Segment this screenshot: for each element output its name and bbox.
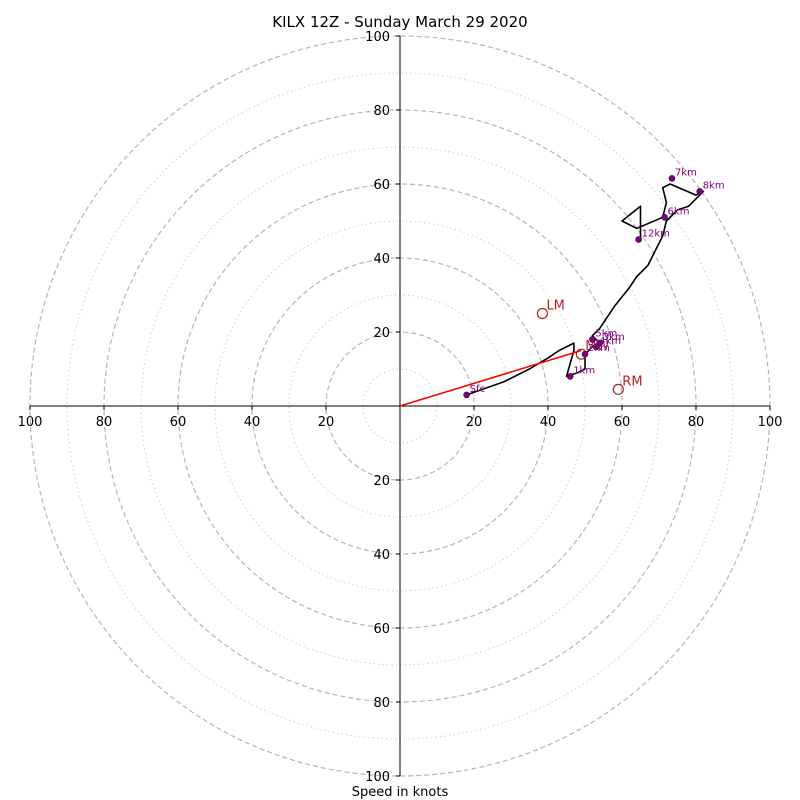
height-label-4km: 4km [599, 336, 621, 347]
height-label-sfc: Sfc [470, 384, 485, 395]
height-point-12km [635, 236, 642, 243]
y-tick-label: 40 [373, 548, 390, 563]
height-point-6km [661, 214, 668, 221]
height-label-8km: 8km [703, 180, 725, 191]
height-label-7km: 7km [675, 167, 697, 178]
chart-title: KILX 12Z - Sunday March 29 2020 [272, 13, 527, 31]
mean-wind-vector [399, 349, 582, 407]
y-tick-label: 80 [373, 104, 390, 119]
x-tick-label: 40 [244, 415, 261, 430]
y-tick-label: 40 [373, 252, 390, 267]
height-point-sfc [463, 391, 470, 399]
height-label-6km: 6km [668, 206, 690, 217]
x-tick-label: 20 [466, 415, 483, 430]
height-point-1km [566, 373, 574, 380]
height-label-1km: 1km [573, 365, 595, 376]
y-tick-label: 20 [373, 474, 390, 489]
height-label-5km: 5km [595, 328, 617, 339]
x-tick-label: 60 [170, 415, 187, 430]
y-tick-label: 20 [373, 326, 390, 341]
y-tick-label: 100 [365, 770, 390, 785]
height-label-2km: 2km [588, 343, 610, 354]
hodograph-line [466, 183, 705, 396]
height-point-2km [581, 350, 589, 358]
height-label-3km: 3km [603, 332, 625, 343]
tick-labels: 100 80 60 40 20 20 40 60 80 100 100 80 60 40 20 20 40 60 8… [18, 30, 783, 785]
y-tick-label: 60 [373, 622, 390, 637]
y-tick-label: 100 [365, 30, 390, 45]
y-tick-label: 80 [373, 696, 390, 711]
y-tick-label: 60 [373, 178, 390, 193]
x-tick-label: 80 [688, 415, 705, 430]
height-label-12km: 12km [642, 229, 670, 240]
lm-label: LM [546, 299, 564, 314]
x-tick-label: 100 [18, 415, 43, 430]
height-point-8km [696, 188, 704, 195]
x-tick-label: 20 [318, 415, 335, 430]
height-point-5km [589, 336, 596, 343]
x-tick-label: 60 [614, 415, 631, 430]
x-tick-label: 40 [540, 415, 557, 430]
height-point-4km [592, 343, 600, 351]
x-axis-label: Speed in knots [352, 785, 449, 800]
rm-marker [612, 383, 624, 395]
height-point-7km [668, 175, 676, 182]
x-tick-label: 80 [96, 415, 113, 430]
x-tick-label: 100 [758, 415, 783, 430]
hodograph-trace [466, 183, 705, 396]
lm-marker [536, 307, 549, 320]
rm-label: RM [622, 374, 642, 389]
